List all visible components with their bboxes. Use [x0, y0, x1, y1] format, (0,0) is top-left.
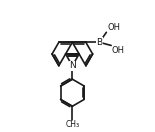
Text: OH: OH — [112, 46, 125, 55]
Text: N: N — [69, 61, 76, 70]
Text: CH₃: CH₃ — [65, 120, 79, 129]
Text: OH: OH — [107, 23, 120, 32]
Text: B: B — [96, 38, 102, 47]
